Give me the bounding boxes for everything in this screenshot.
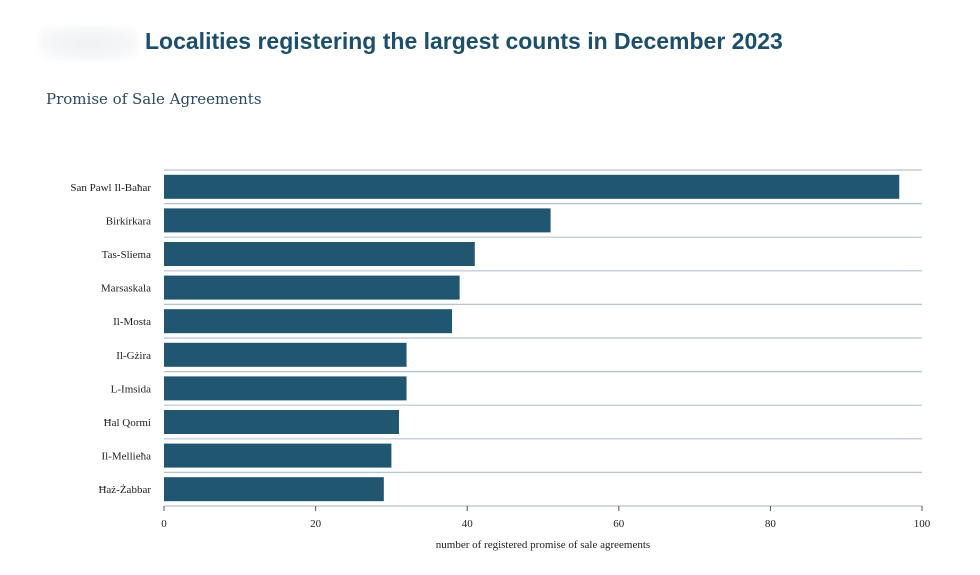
- x-tick-label: 60: [613, 518, 625, 530]
- bar: [164, 242, 475, 266]
- x-axis-label: number of registered promise of sale agr…: [436, 539, 650, 551]
- x-tick-label: 80: [765, 518, 777, 530]
- bar: [164, 376, 407, 401]
- category-label: Tas-Sliema: [102, 249, 151, 261]
- bar: [164, 477, 384, 502]
- category-label: San Pawl Il-Baħar: [70, 182, 151, 194]
- x-tick-label: 0: [161, 518, 167, 530]
- category-label: Ħal Qormi: [104, 417, 151, 429]
- bar: [164, 410, 399, 434]
- bar: [164, 342, 407, 367]
- chart-title: Localities registering the largest count…: [145, 28, 783, 54]
- x-tick-label: 100: [914, 518, 931, 530]
- category-label: Ħaż-Żabbar: [98, 484, 151, 496]
- bar: [164, 174, 900, 199]
- category-label: Il-Gżira: [116, 350, 151, 362]
- bar: [164, 275, 460, 300]
- category-label: Il-Mosta: [113, 316, 151, 328]
- logo: [40, 26, 138, 60]
- category-label: L-Imsida: [111, 383, 151, 395]
- category-label: Il-Mellieħa: [102, 451, 152, 463]
- category-label: Marsaskala: [101, 283, 151, 295]
- bar: [164, 309, 453, 334]
- category-label: Birkirkara: [106, 215, 151, 227]
- chart-subtitle: Promise of Sale Agreements: [46, 90, 262, 108]
- bar: [164, 208, 551, 233]
- x-tick-label: 20: [310, 518, 322, 530]
- bar: [164, 443, 392, 468]
- x-tick-label: 40: [462, 518, 474, 530]
